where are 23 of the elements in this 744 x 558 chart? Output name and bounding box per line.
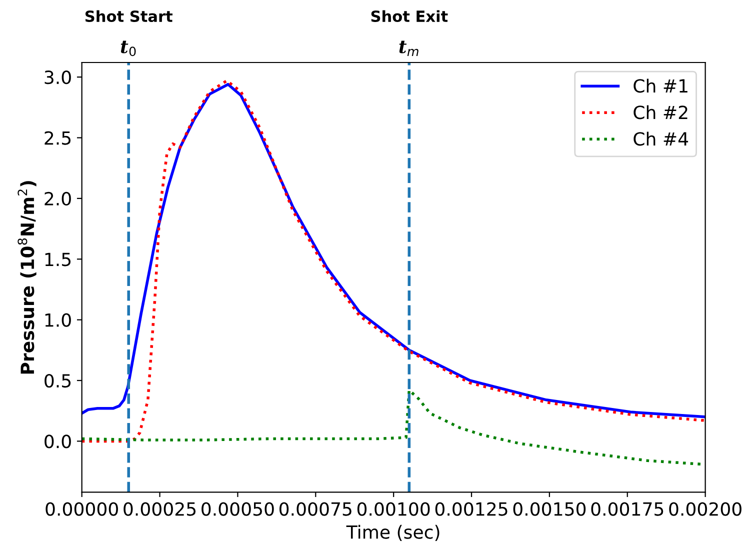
y-tick-label: 1.0 xyxy=(45,313,71,327)
x-tick-label: 0.00125 xyxy=(435,502,508,516)
y-tick-label: 1.5 xyxy=(45,252,71,266)
text: Shot Start t$_{0}$ xyxy=(85,10,172,56)
x-tick-label: 0.00025 xyxy=(124,502,196,516)
y-tick-label: 0.0 xyxy=(44,434,71,448)
x-tick-label: 0.00050 xyxy=(202,502,274,516)
y-axis-title: Pressure (10$^{8}$N/m$^{2}$) xyxy=(18,181,36,374)
y-tick-label: 0.5 xyxy=(44,374,71,388)
legend-label: Ch #4 xyxy=(634,132,688,146)
x-tick-label: 0.00075 xyxy=(280,502,352,516)
y-tick-label: 2.5 xyxy=(44,131,71,145)
x-tick-label: 0.00175 xyxy=(591,502,664,516)
x-axis-title: Time (sec) xyxy=(346,524,440,542)
x-tick-label: 0.00150 xyxy=(513,502,586,516)
legend-label: Ch #2 xyxy=(634,105,688,120)
text: Shot Exit t$_{m}$ xyxy=(371,10,448,56)
y-tick-label: 2.0 xyxy=(44,192,71,206)
y-tick-label: 3.0 xyxy=(44,70,71,84)
legend-label: Ch #1 xyxy=(634,78,688,93)
x-tick-label: 0.00100 xyxy=(357,502,430,516)
x-tick-label: 0.00200 xyxy=(669,502,742,516)
x-tick-label: 0.00000 xyxy=(46,502,118,516)
